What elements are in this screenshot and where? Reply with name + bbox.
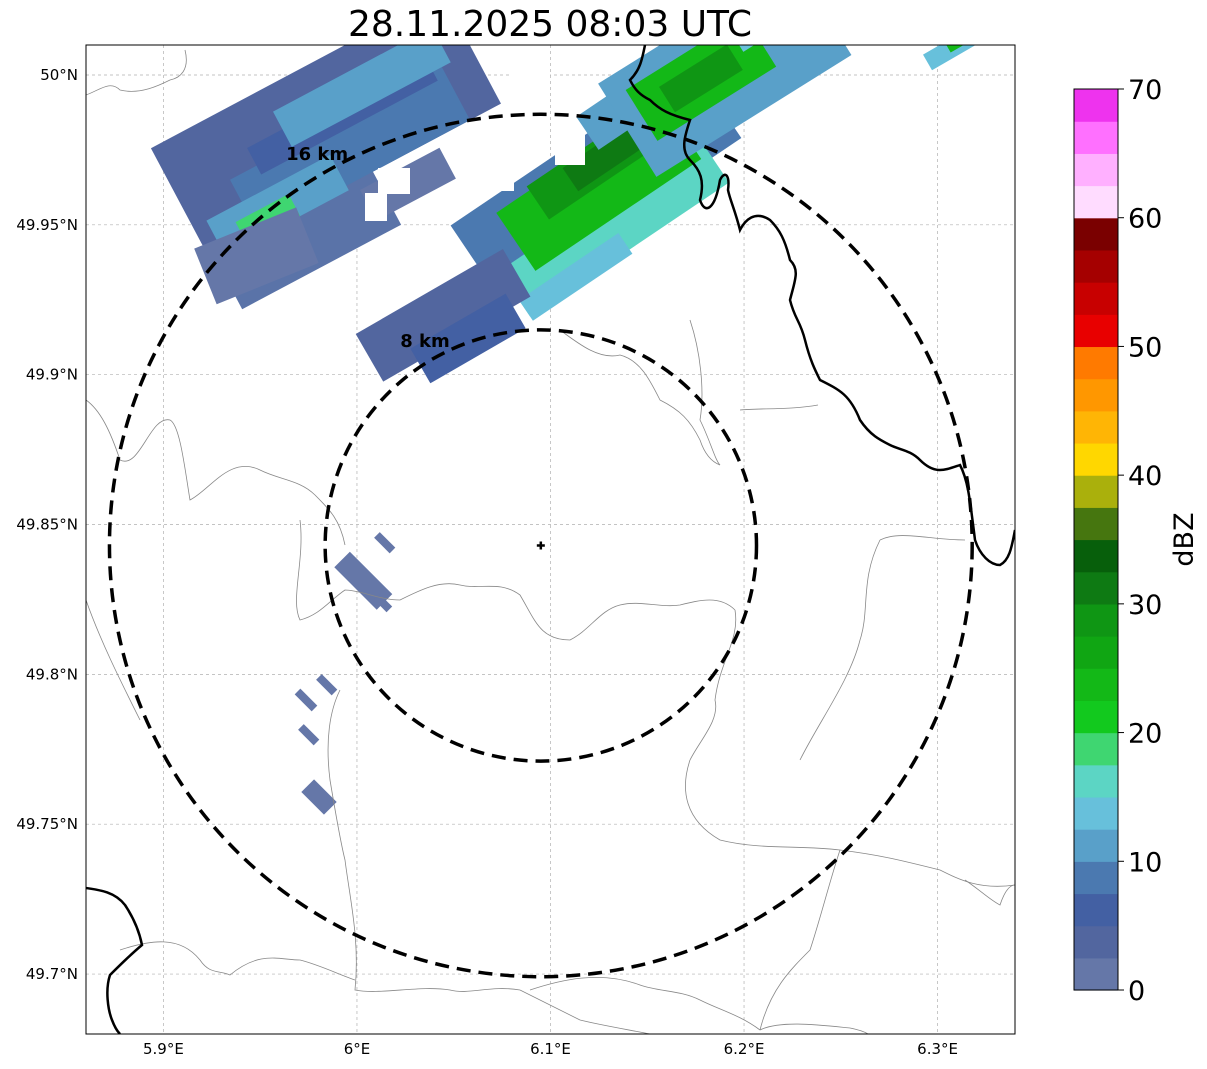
lon-tick-label: 6.1°E [530, 1040, 571, 1058]
colorbar-segment [1074, 796, 1118, 830]
colorbar-segment [1074, 475, 1118, 508]
range-rings: 8 km 16 km [107, 112, 974, 979]
colorbar-segment [1074, 571, 1118, 605]
colorbar-segment [1074, 764, 1118, 798]
colorbar-segment [1074, 668, 1118, 701]
range-ring [323, 328, 759, 763]
colorbar-segment [1074, 249, 1118, 283]
colorbar-tick-label: 10 [1128, 847, 1162, 878]
colorbar-segment [1074, 410, 1118, 444]
lat-tick-label: 49.95°N [16, 216, 78, 234]
colorbar-segment [1074, 185, 1118, 219]
colorbar-segment [1074, 829, 1118, 862]
colorbar-segment [1074, 603, 1118, 637]
lat-tick-label: 49.85°N [16, 516, 78, 534]
lat-tick-label: 49.8°N [26, 665, 78, 683]
colorbar-segment [1074, 217, 1118, 251]
range-ring [107, 112, 974, 979]
colorbar: 0 10 20 30 40 50 60 70 dBZ [1073, 75, 1200, 1007]
colorbar-segment [1074, 861, 1118, 895]
colorbar-segment [1074, 153, 1118, 187]
colorbar-tick-label: 60 [1128, 204, 1162, 235]
map-frame [85, 44, 1016, 1035]
regional-boundaries [86, 49, 1015, 1034]
colorbar-tick-label: 0 [1128, 976, 1145, 1007]
colorbar-tick-label: 50 [1128, 332, 1162, 363]
colorbar-segment [1074, 314, 1118, 348]
national-border [86, 45, 1015, 1034]
colorbar-tick-label: 40 [1128, 461, 1162, 492]
colorbar-segment [1074, 121, 1118, 154]
radar-site-marker [536, 541, 545, 550]
lat-tick-label: 49.75°N [16, 815, 78, 833]
colorbar-segment [1074, 732, 1118, 766]
lon-tick-label: 6.3°E [917, 1040, 958, 1058]
colorbar-segment [1074, 346, 1118, 380]
colorbar-segment [1074, 378, 1118, 412]
colorbar-unit-label: dBZ [1169, 512, 1200, 566]
colorbar-segment [1074, 282, 1118, 315]
colorbar-segment [1074, 893, 1118, 927]
longitude-tick-labels: 5.9°E 6°E 6.1°E 6.2°E 6.3°E [143, 1040, 958, 1058]
lat-tick-label: 49.9°N [26, 366, 78, 384]
colorbar-segment [1074, 925, 1118, 959]
lon-tick-label: 6.2°E [724, 1040, 765, 1058]
colorbar-segment [1074, 539, 1118, 573]
map-title: 28.11.2025 08:03 UTC [347, 4, 753, 45]
colorbar-segment [1074, 700, 1118, 734]
precipitation-echoes [150, 45, 989, 815]
colorbar-tick-label: 20 [1128, 719, 1162, 750]
range-ring-label: 8 km [400, 331, 450, 352]
colorbar-tick-label: 70 [1128, 75, 1162, 106]
lon-tick-label: 6°E [344, 1040, 371, 1058]
lat-tick-label: 49.7°N [26, 965, 78, 983]
colorbar-segment [1074, 957, 1118, 991]
colorbar-tick-label: 30 [1128, 590, 1162, 621]
range-ring-label: 16 km [286, 144, 348, 165]
lat-tick-label: 50°N [40, 66, 78, 84]
colorbar-segment [1074, 507, 1118, 541]
colorbar-segment [1074, 442, 1118, 476]
colorbar-segment [1074, 636, 1118, 669]
colorbar-frame [1073, 88, 1119, 991]
lon-tick-label: 5.9°E [143, 1040, 184, 1058]
latitude-tick-labels: 50°N 49.95°N 49.9°N 49.85°N 49.8°N 49.75°N 49.… [16, 66, 78, 983]
gridlines [86, 45, 1015, 1034]
colorbar-segment [1074, 89, 1118, 122]
